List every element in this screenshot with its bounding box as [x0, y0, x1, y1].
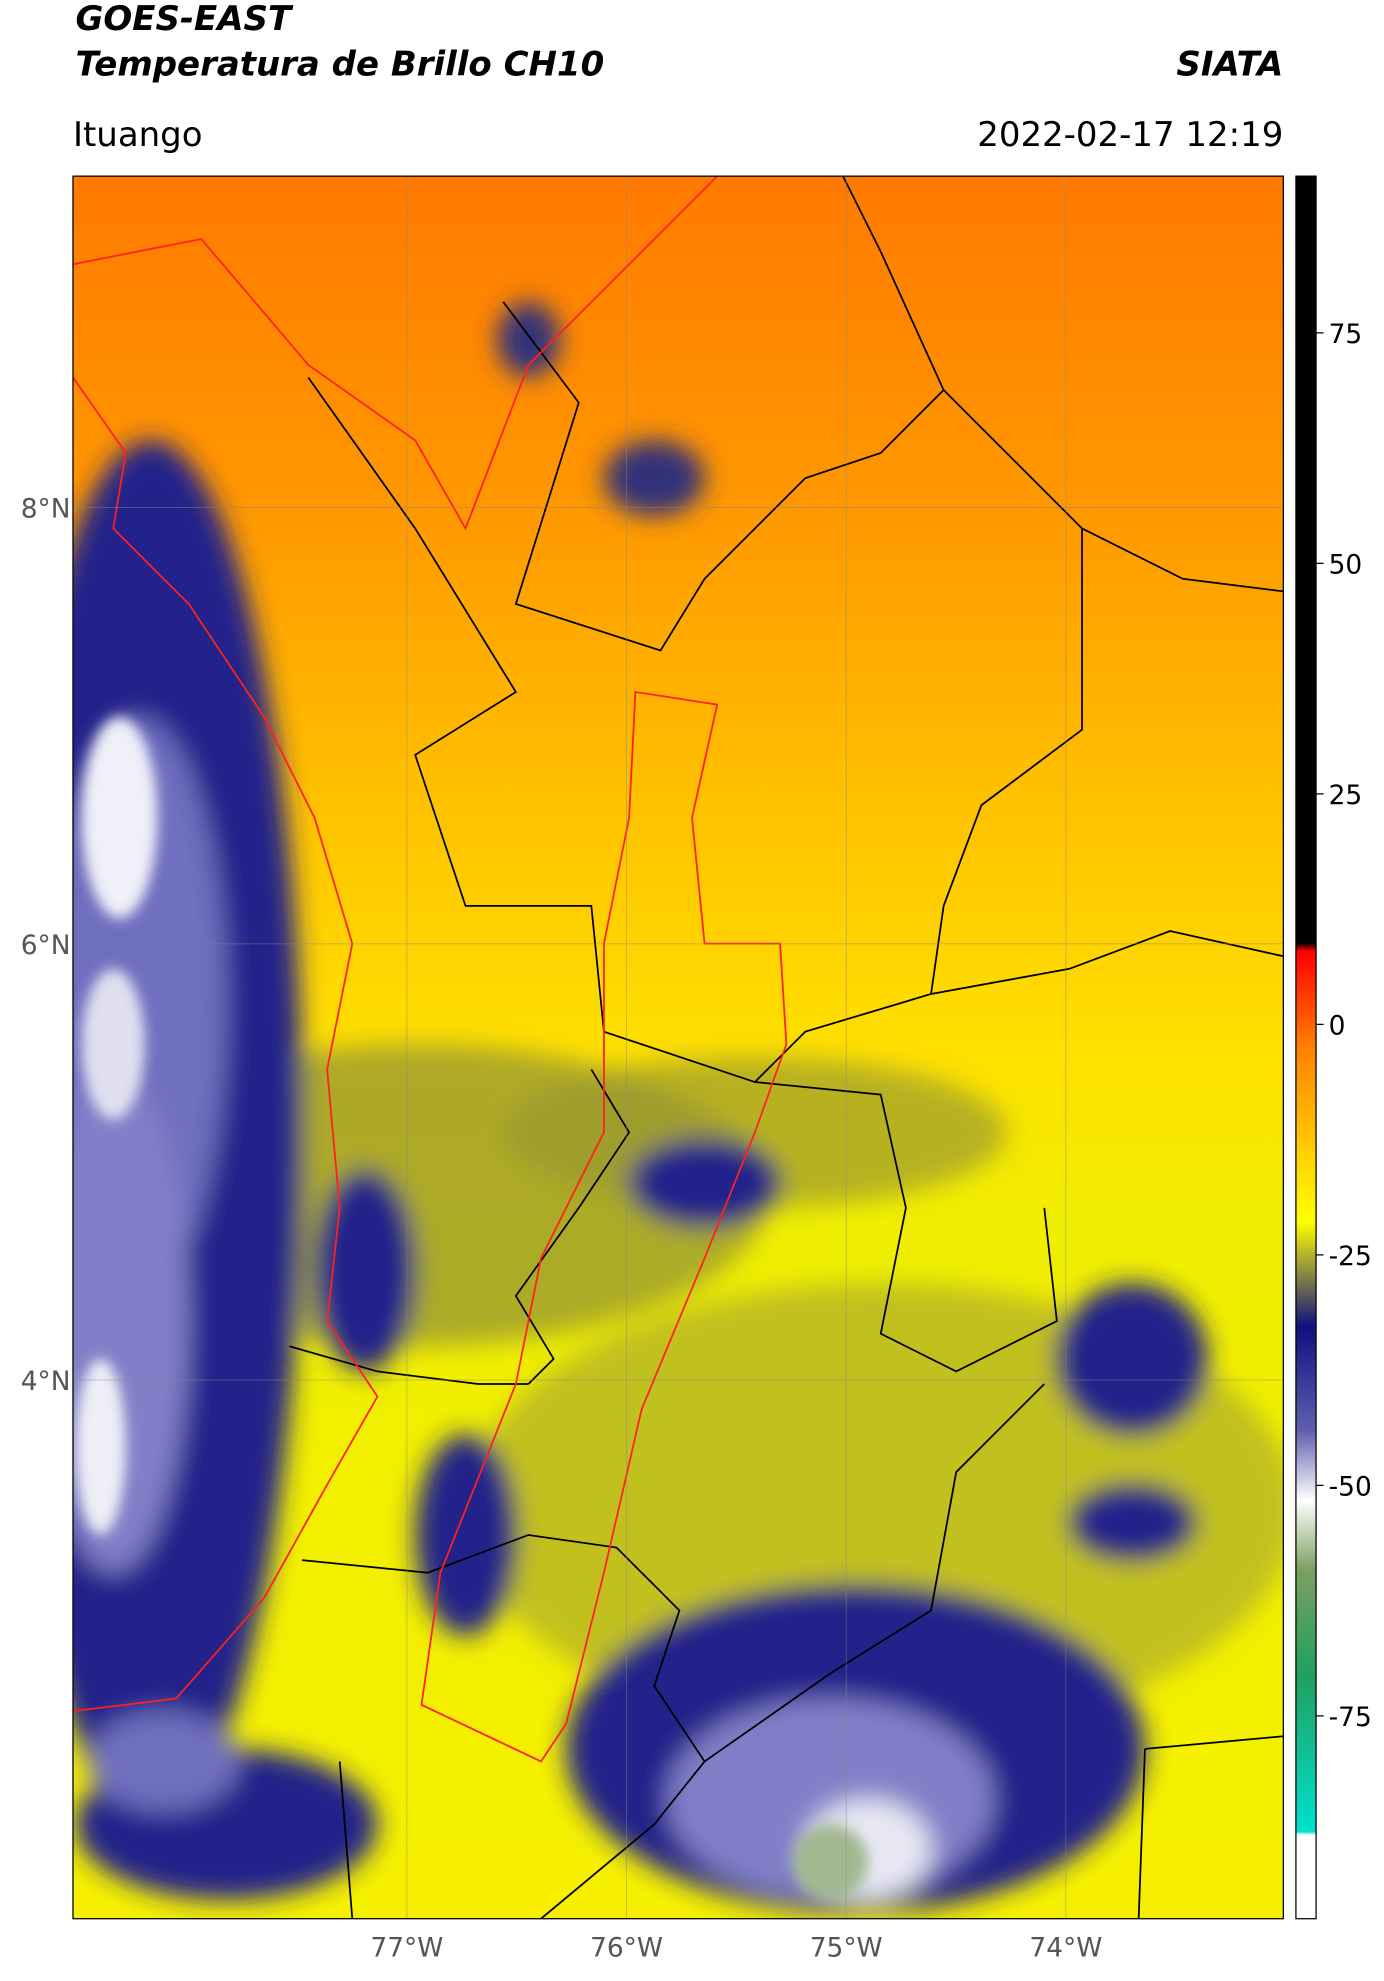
colorbar-tick-label: -75: [1329, 1702, 1372, 1733]
y-tick-label: 4°N: [21, 1366, 71, 1397]
cloud-cores: [75, 717, 869, 1900]
graticule: [72, 176, 1284, 1919]
colorbar-tick-label: -50: [1329, 1471, 1372, 1502]
datetime: 2022-02-17 12:19: [977, 115, 1283, 155]
location: Ituango: [73, 115, 203, 155]
x-tick-label: 74°W: [1029, 1932, 1102, 1963]
brand: SIATA: [1176, 44, 1283, 84]
x-tick-label: 76°W: [590, 1932, 663, 1963]
colorbar-tick-label: 50: [1329, 549, 1363, 580]
y-tick-label: 8°N: [21, 494, 71, 525]
map-frame: [72, 175, 1284, 1920]
title: GOES-EAST: [75, 0, 293, 39]
colorbar-tick-label: -25: [1329, 1241, 1372, 1272]
colorbar-tick-label: 0: [1329, 1010, 1346, 1041]
colorbar-tick-label: 25: [1329, 780, 1363, 811]
y-tick-label: 6°N: [21, 930, 71, 961]
satellite-image: [72, 176, 1284, 1919]
subtitle: Temperatura de Brillo CH10: [75, 44, 604, 84]
x-tick-label: 75°W: [810, 1932, 883, 1963]
x-tick-label: 77°W: [370, 1932, 443, 1963]
colorbar: [1295, 175, 1317, 1920]
colorbar-tick-label: 75: [1329, 319, 1363, 350]
